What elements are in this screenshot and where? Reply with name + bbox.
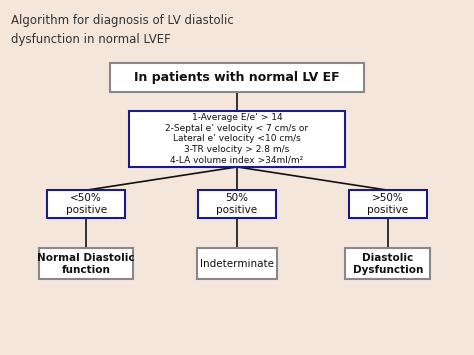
Text: >50%
positive: >50% positive: [367, 193, 409, 215]
FancyBboxPatch shape: [39, 248, 133, 279]
FancyBboxPatch shape: [128, 110, 346, 167]
Text: <50%
positive: <50% positive: [65, 193, 107, 215]
FancyBboxPatch shape: [197, 248, 277, 279]
Text: 50%
positive: 50% positive: [217, 193, 257, 215]
FancyBboxPatch shape: [346, 248, 430, 279]
Text: Algorithm for diagnosis of LV diastolic: Algorithm for diagnosis of LV diastolic: [11, 14, 234, 27]
FancyBboxPatch shape: [349, 190, 427, 218]
Text: In patients with normal LV EF: In patients with normal LV EF: [134, 71, 340, 84]
Text: Normal Diastolic
function: Normal Diastolic function: [37, 253, 135, 275]
Text: Diastolic
Dysfunction: Diastolic Dysfunction: [353, 253, 423, 275]
FancyBboxPatch shape: [110, 63, 364, 92]
Text: dysfunction in normal LVEF: dysfunction in normal LVEF: [11, 33, 171, 46]
FancyBboxPatch shape: [198, 190, 276, 218]
FancyBboxPatch shape: [47, 190, 125, 218]
Text: Indeterminate: Indeterminate: [200, 259, 274, 269]
Text: 1-Average E/e’ > 14
2-Septal e’ velocity < 7 cm/s or
Lateral e’ velocity <10 cm/: 1-Average E/e’ > 14 2-Septal e’ velocity…: [165, 114, 309, 164]
